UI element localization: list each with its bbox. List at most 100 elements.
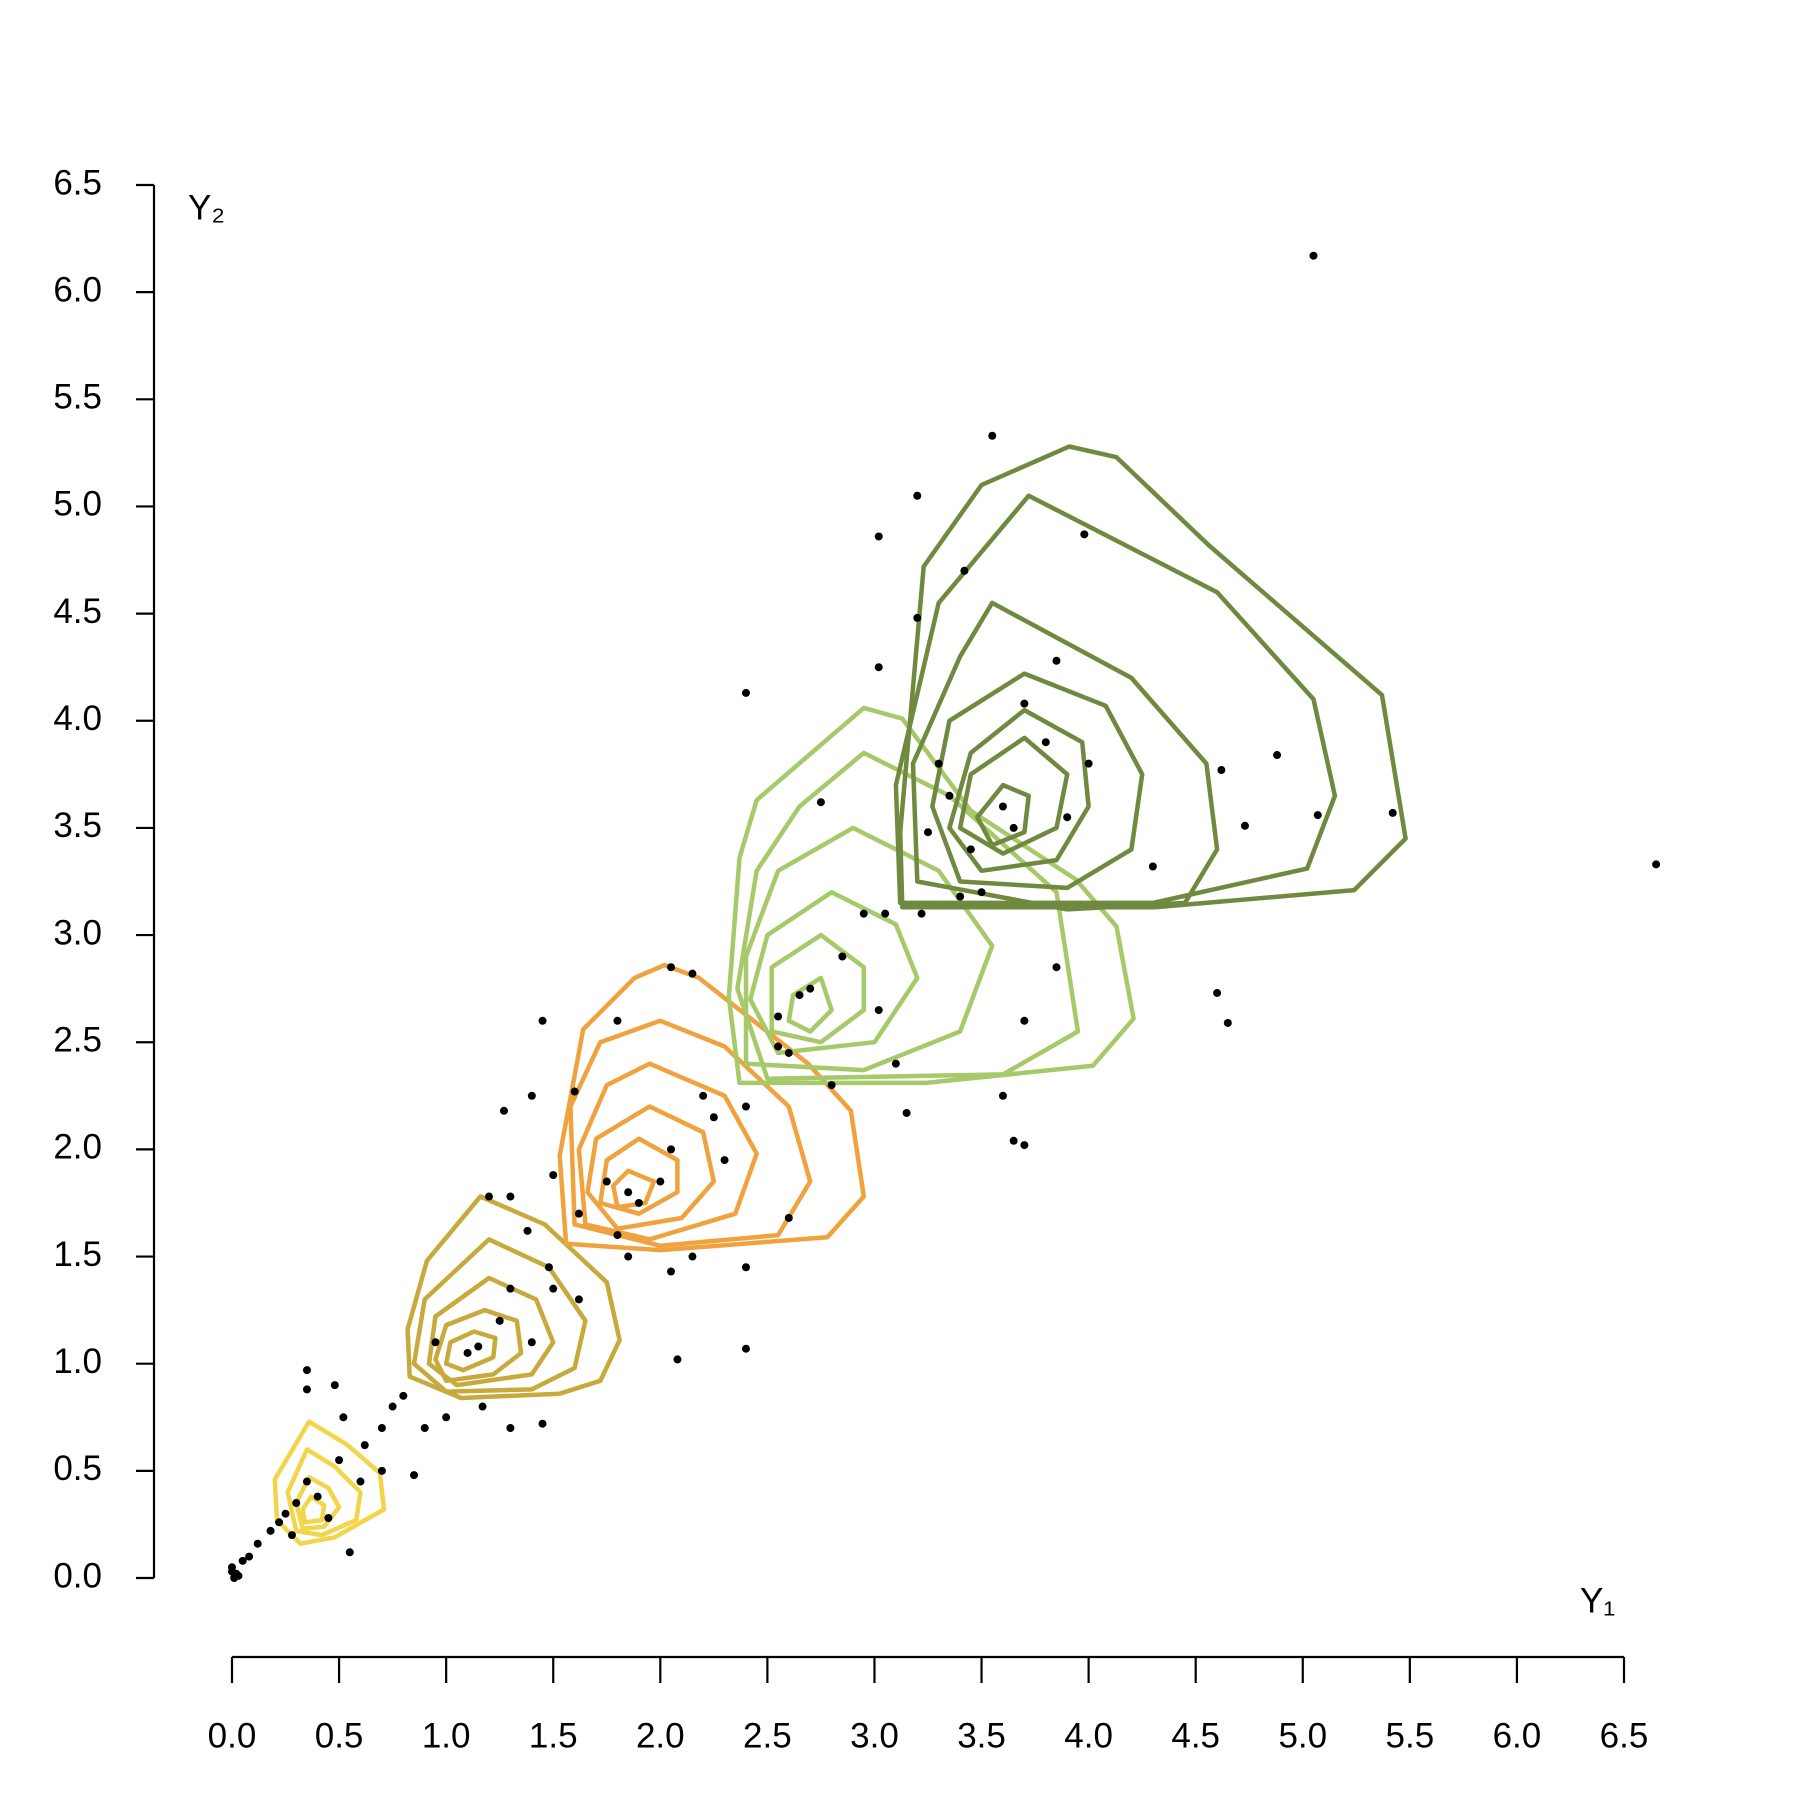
x-tick-label: 4.0 xyxy=(1064,1716,1113,1755)
data-point xyxy=(998,802,1007,811)
data-point xyxy=(795,991,804,1000)
x-tick-label: 5.0 xyxy=(1278,1716,1327,1755)
data-point xyxy=(377,1423,386,1432)
data-point xyxy=(624,1188,633,1197)
data-point xyxy=(709,1113,718,1122)
data-point xyxy=(602,1177,611,1186)
data-point xyxy=(388,1402,397,1411)
data-point xyxy=(238,1556,247,1565)
data-point xyxy=(1309,251,1318,260)
contour xyxy=(893,493,1338,906)
y-tick-label: 5.5 xyxy=(53,378,102,417)
data-point xyxy=(891,1059,900,1068)
contour xyxy=(405,1194,622,1401)
data-point xyxy=(266,1526,275,1535)
data-point xyxy=(874,663,883,672)
data-point xyxy=(377,1466,386,1475)
contour xyxy=(748,889,920,1056)
data-point xyxy=(1084,759,1093,768)
data-point xyxy=(345,1548,354,1557)
data-point xyxy=(656,1177,665,1186)
data-point xyxy=(667,1145,676,1154)
x-tick-label: 0.0 xyxy=(208,1716,257,1755)
data-point xyxy=(917,909,926,918)
data-point xyxy=(699,1091,708,1100)
data-point xyxy=(774,1012,783,1021)
contour xyxy=(598,1136,680,1216)
contour xyxy=(285,1447,363,1538)
data-point xyxy=(281,1509,290,1518)
data-point xyxy=(1041,738,1050,747)
y-tick-label: 0.0 xyxy=(53,1556,102,1595)
x-tick-label: 2.5 xyxy=(743,1716,792,1755)
contour xyxy=(930,671,1145,891)
data-point xyxy=(1009,1136,1018,1145)
y-tick-label: 6.0 xyxy=(53,270,102,309)
data-point xyxy=(960,566,969,575)
data-point xyxy=(410,1471,419,1480)
data-point xyxy=(474,1342,483,1351)
data-point xyxy=(506,1192,515,1201)
data-point xyxy=(506,1423,515,1432)
contour xyxy=(443,1329,498,1373)
y-tick-label: 0.5 xyxy=(53,1449,102,1488)
data-point xyxy=(827,1081,836,1090)
contour xyxy=(557,962,867,1253)
contour xyxy=(769,932,867,1045)
contour xyxy=(585,1104,717,1231)
data-point xyxy=(1313,811,1322,820)
data-point xyxy=(784,1213,793,1222)
data-point xyxy=(1052,656,1061,665)
data-point xyxy=(527,1338,536,1347)
data-point xyxy=(741,1102,750,1111)
data-point xyxy=(420,1423,429,1432)
contour xyxy=(568,1018,813,1249)
data-point xyxy=(624,1252,633,1261)
data-point xyxy=(1020,1141,1029,1150)
y-tick-label: 2.0 xyxy=(53,1128,102,1167)
data-point xyxy=(570,1087,579,1096)
contour xyxy=(947,707,1091,874)
data-point xyxy=(538,1419,547,1428)
y-tick-label: 6.5 xyxy=(53,163,102,202)
data-point xyxy=(544,1263,553,1272)
x-tick-label: 5.5 xyxy=(1386,1716,1435,1755)
data-point xyxy=(966,845,975,854)
data-point xyxy=(977,888,986,897)
y-tick-label: 1.0 xyxy=(53,1342,102,1381)
contour xyxy=(426,1275,556,1388)
y-axis-label: Y₂ xyxy=(188,188,225,227)
data-point xyxy=(399,1391,408,1400)
contour xyxy=(411,1237,588,1394)
data-point xyxy=(1273,751,1282,760)
data-point xyxy=(913,491,922,500)
data-point xyxy=(613,1231,622,1240)
data-point xyxy=(881,909,890,918)
data-point xyxy=(741,1344,750,1353)
data-point xyxy=(302,1385,311,1394)
data-point xyxy=(356,1477,365,1486)
data-point xyxy=(874,1006,883,1015)
data-point xyxy=(527,1091,536,1100)
data-point xyxy=(924,828,932,837)
data-point xyxy=(313,1492,322,1501)
contour xyxy=(272,1419,387,1546)
contour xyxy=(910,600,1220,912)
data-point xyxy=(741,1263,750,1272)
contour xyxy=(726,705,1136,1086)
x-tick-label: 1.0 xyxy=(422,1716,471,1755)
data-point xyxy=(859,909,868,918)
contour xyxy=(957,735,1070,856)
data-point xyxy=(335,1456,344,1465)
x-tick-label: 3.5 xyxy=(957,1716,1006,1755)
contour xyxy=(300,1494,327,1525)
data-point xyxy=(302,1477,311,1486)
data-point xyxy=(1148,862,1157,871)
data-point xyxy=(574,1295,583,1304)
data-point xyxy=(667,963,676,972)
data-point xyxy=(741,688,750,697)
y-tick-label: 2.5 xyxy=(53,1020,102,1059)
data-point xyxy=(1020,699,1029,708)
data-point xyxy=(1080,530,1089,539)
data-point xyxy=(720,1156,729,1165)
